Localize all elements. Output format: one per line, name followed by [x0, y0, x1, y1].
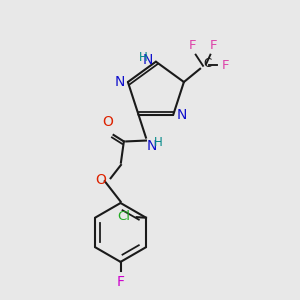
Text: H: H [139, 51, 148, 64]
Text: N: N [146, 139, 157, 153]
Text: N: N [115, 75, 125, 89]
Text: F: F [189, 39, 196, 52]
Text: F: F [117, 275, 124, 290]
Text: H: H [154, 136, 163, 149]
Text: F: F [222, 59, 230, 72]
Text: O: O [96, 173, 106, 187]
Text: O: O [102, 115, 113, 129]
Text: N: N [176, 108, 187, 122]
Text: F: F [210, 39, 217, 52]
Text: Cl: Cl [118, 210, 131, 223]
Text: N: N [142, 53, 153, 67]
Text: C: C [203, 57, 211, 70]
